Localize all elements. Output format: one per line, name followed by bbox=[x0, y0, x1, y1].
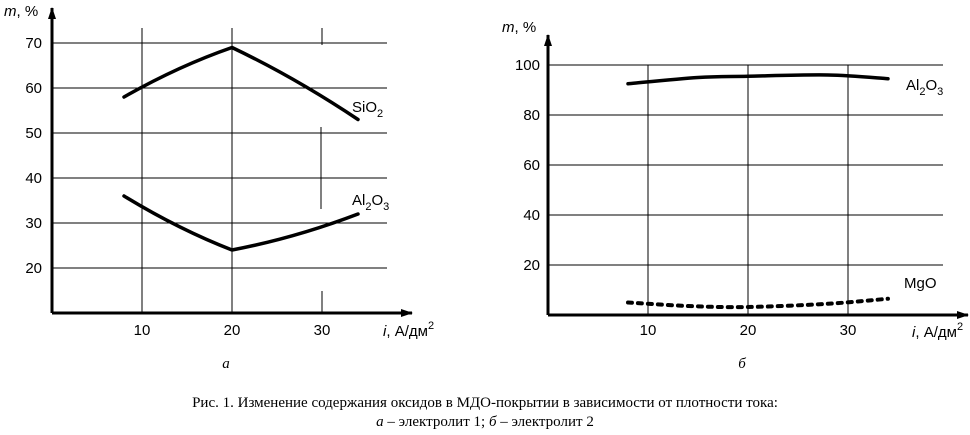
panel-b-y-tick-label-20: 20 bbox=[523, 257, 540, 274]
panel-a-y-tick-label-20: 20 bbox=[25, 260, 42, 277]
panel-b-y-tick-label-80: 80 bbox=[523, 107, 540, 124]
panel-b-label: б bbox=[738, 356, 746, 372]
panel-a-series-sio2-line bbox=[122, 45, 360, 122]
chart-panel-a: 20 30 40 50 60 70 10 20 30 m, % i, А/дм2 SiO2 Al2O3 а bbox=[4, 3, 434, 372]
panel-b-y-tick-label-100: 100 bbox=[515, 57, 540, 74]
panel-a-y-tick-label-50: 50 bbox=[25, 125, 42, 142]
panel-b-series-mgo-line bbox=[626, 296, 890, 310]
panel-b-series-label-1: MgO bbox=[904, 275, 937, 292]
panel-b-y-tick-label-40: 40 bbox=[523, 207, 540, 224]
panel-a-label: а bbox=[222, 356, 230, 372]
panel-a-x-tick-label-10: 10 bbox=[134, 322, 151, 339]
panel-a-x-tick-label-20: 20 bbox=[224, 322, 241, 339]
figure-caption-line2: а – электролит 1; б – электролит 2 bbox=[376, 414, 594, 430]
panel-a-series-label-0: SiO2 bbox=[352, 99, 383, 120]
panel-b-series-label-0: Al2O3 bbox=[906, 77, 943, 98]
chart-panel-b: 20 40 60 80 100 10 20 30 m, % i, А/дм2 Al2O3 MgO б bbox=[502, 19, 969, 372]
figure-caption-line1: Рис. 1. Изменение содержания оксидов в М… bbox=[192, 395, 778, 411]
panel-b-x-axis-label: i, А/дм2 bbox=[912, 321, 963, 341]
panel-b-y-tick-label-60: 60 bbox=[523, 157, 540, 174]
panel-a-y-tick-label-70: 70 bbox=[25, 35, 42, 52]
panel-b-x-tick-label-20: 20 bbox=[740, 322, 757, 339]
panel-b-x-tick-label-30: 30 bbox=[840, 322, 857, 339]
panel-a-y-axis-label: m, % bbox=[4, 3, 38, 20]
panel-b-x-tick-label-10: 10 bbox=[640, 322, 657, 339]
panel-b-y-axis-label: m, % bbox=[502, 19, 536, 36]
panel-b-series-al2o3-line bbox=[626, 73, 890, 86]
panel-a-series-al2o3-line bbox=[122, 194, 360, 252]
panel-a-x-tick-label-30: 30 bbox=[314, 322, 331, 339]
panel-a-y-tick-label-30: 30 bbox=[25, 215, 42, 232]
panel-a-y-tick-label-40: 40 bbox=[25, 170, 42, 187]
panel-a-series-label-1: Al2O3 bbox=[352, 192, 389, 213]
panel-a-x-axis-label: i, А/дм2 bbox=[383, 320, 434, 340]
panel-a-y-tick-label-60: 60 bbox=[25, 80, 42, 97]
